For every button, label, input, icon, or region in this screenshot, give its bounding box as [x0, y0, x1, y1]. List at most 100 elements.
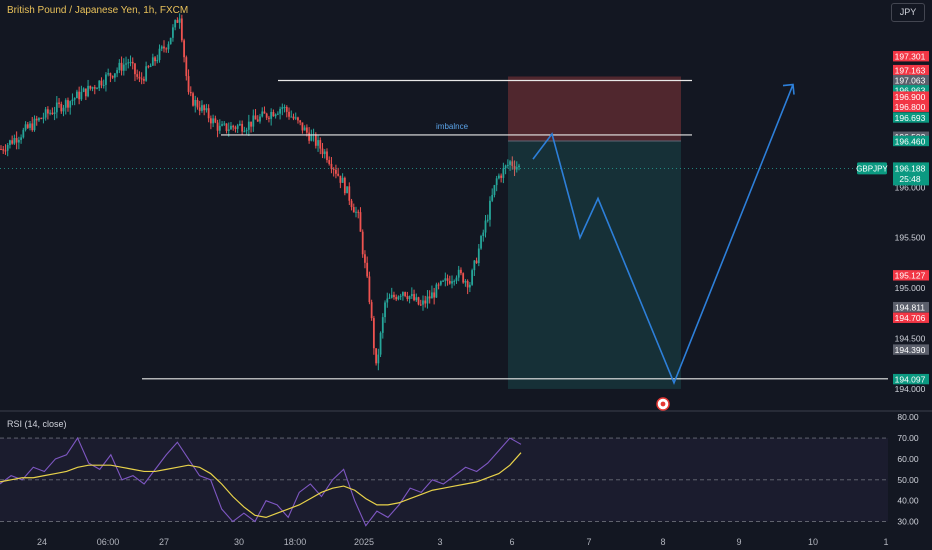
candle-body [493, 185, 496, 195]
candle-body [335, 169, 337, 174]
candle-body [254, 115, 257, 120]
rsi-ma-line [0, 452, 522, 519]
candle-body [136, 74, 139, 77]
candle-body [460, 269, 462, 274]
candle-body [372, 318, 375, 349]
current-price-box [893, 162, 929, 186]
candle-body [163, 46, 165, 49]
candle-body [185, 57, 188, 77]
candle-body [504, 165, 507, 169]
currency-button[interactable]: JPY [891, 3, 925, 22]
candle-body [513, 165, 516, 170]
candle-body [259, 116, 261, 122]
price-label: 194.097 [895, 374, 926, 384]
x-tick-label: 30 [234, 537, 244, 547]
candle-body [272, 111, 275, 117]
candle-body [151, 57, 154, 66]
candle-body [46, 109, 49, 114]
candle-body [169, 37, 172, 45]
rsi-y-tick-label: 60.00 [897, 454, 919, 464]
candle-body [283, 106, 286, 108]
candle-body [276, 113, 279, 115]
candle-body [368, 276, 371, 303]
candle-body [393, 294, 395, 298]
candle-body [361, 231, 364, 255]
candle-body [498, 175, 500, 179]
candle-body [464, 280, 467, 283]
candle-body [93, 87, 96, 89]
price-label-box [893, 85, 929, 96]
candle-body [471, 270, 474, 285]
candle-body [417, 297, 420, 305]
candle-body [24, 124, 27, 130]
candle-body [192, 93, 194, 106]
candle-body [489, 200, 491, 220]
x-tick-label: 24 [37, 537, 47, 547]
x-tick-label: 7 [586, 537, 591, 547]
candle-body [51, 112, 54, 115]
candle-body [442, 280, 444, 282]
candle-body [245, 129, 248, 132]
candle-body [250, 121, 252, 127]
candle-body [89, 85, 92, 89]
candle-body [263, 111, 266, 114]
candle-body [203, 105, 206, 111]
candle-body [33, 118, 36, 131]
projection-arrowhead [782, 83, 795, 95]
candle-body [53, 112, 56, 115]
candle-body [49, 112, 52, 114]
candle-body [346, 186, 348, 194]
candle-body [415, 297, 418, 301]
candle-body [480, 236, 482, 249]
price-label: 197.301 [895, 52, 926, 62]
candle-body [457, 269, 460, 278]
candle-body [511, 161, 514, 166]
candle-body [477, 248, 480, 264]
candle-body [377, 354, 380, 364]
candle-body [317, 140, 319, 146]
candle-body [252, 115, 255, 127]
candle-body [167, 44, 170, 50]
candle-body [62, 107, 65, 112]
candle-body [482, 232, 485, 237]
candle-body [243, 131, 246, 133]
countdown-label: 25:48 [899, 174, 921, 184]
price-label-box [893, 64, 929, 76]
x-tick-label: 3 [437, 537, 442, 547]
candle-body [310, 135, 313, 141]
candle-body [69, 101, 72, 108]
event-marker-dot [660, 401, 666, 407]
candle-body [96, 88, 98, 90]
candle-body [91, 87, 94, 89]
candle-body [332, 168, 335, 170]
y-tick-label: 194.000 [895, 384, 926, 394]
candle-body [214, 118, 217, 123]
candle-body [205, 108, 208, 111]
x-tick-label: 18:00 [284, 537, 307, 547]
candle-body [40, 118, 43, 120]
candle-body [357, 211, 360, 213]
candle-body [118, 62, 121, 71]
price-label: 197.163 [895, 65, 926, 75]
candle-body [64, 100, 67, 108]
candle-body [105, 74, 107, 85]
candle-body [207, 108, 210, 119]
candle-body [42, 117, 45, 119]
candle-body [439, 281, 442, 285]
candle-body [120, 62, 123, 71]
candle-body [0, 149, 2, 151]
price-label-box [893, 312, 929, 323]
candle-body [218, 125, 221, 131]
candle-body [274, 114, 277, 117]
candle-body [484, 220, 487, 233]
candle-body [466, 280, 469, 288]
candle-body [80, 91, 83, 100]
x-tick-label: 6 [509, 537, 514, 547]
candle-body [348, 186, 351, 201]
candle-body [13, 138, 16, 144]
take-profit-zone [508, 140, 681, 389]
candle-body [239, 123, 241, 126]
candle-body [473, 260, 476, 271]
candle-body [410, 294, 413, 297]
